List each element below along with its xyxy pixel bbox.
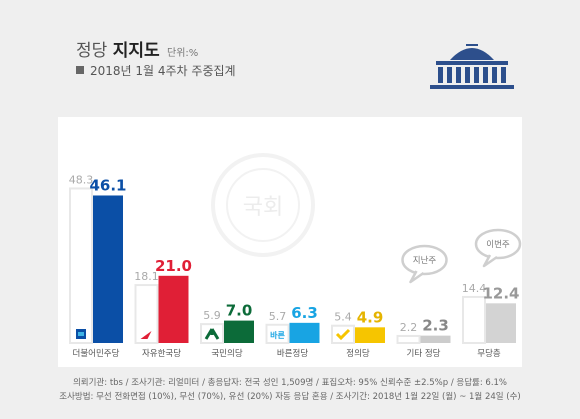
current-value-label: 21.0 bbox=[155, 257, 192, 275]
previous-value-label: 18.1 bbox=[134, 270, 159, 283]
previous-week-bar bbox=[134, 284, 159, 344]
national-assembly-seal-watermark-icon: 국회 bbox=[211, 153, 315, 257]
previous-value-label: 5.9 bbox=[203, 309, 221, 322]
unit-label: 단위:% bbox=[167, 48, 199, 59]
bullet-square-icon bbox=[76, 66, 84, 74]
watermark-text: 국회 bbox=[243, 195, 283, 220]
annotation-bubble bbox=[401, 244, 448, 276]
national-assembly-logo-icon bbox=[430, 44, 514, 89]
annotation-bubble-tail bbox=[482, 254, 498, 268]
current-week-bar bbox=[486, 303, 516, 343]
title-part1: 정당 bbox=[76, 41, 108, 61]
current-value-label: 46.1 bbox=[89, 176, 126, 194]
current-value-label: 2.3 bbox=[422, 317, 449, 335]
category-label: 기타 정당 bbox=[407, 348, 441, 359]
previous-value-label: 48.3 bbox=[69, 173, 94, 186]
previous-week-bar bbox=[69, 187, 93, 344]
annotation-label: 이번주 bbox=[486, 239, 510, 250]
peoples-party-icon bbox=[204, 328, 220, 340]
category-label: 무당층 bbox=[477, 348, 501, 359]
footnote-line1: 의뢰기관: tbs / 조사기관: 리얼미터 / 총응답자: 전국 성인 1,5… bbox=[72, 378, 508, 388]
annotation-bubble-tail bbox=[409, 270, 425, 284]
annotation-label: 지난주 bbox=[413, 256, 437, 266]
current-week-bar bbox=[224, 320, 254, 343]
current-value-label: 4.9 bbox=[357, 308, 384, 326]
previous-value-label: 14.4 bbox=[462, 282, 487, 295]
current-week-bar bbox=[355, 327, 385, 343]
liberty-korea-party-icon bbox=[140, 331, 152, 339]
previous-value-label: 5.4 bbox=[334, 311, 352, 324]
previous-value-label: 5.7 bbox=[269, 310, 287, 323]
annotation-bubble bbox=[474, 228, 522, 260]
chart-title: 정당 지지도 단위:% bbox=[76, 36, 198, 61]
chart-subtitle: 2018년 1월 4주차 주중집계 bbox=[76, 62, 236, 79]
category-label: 더불어민주당 bbox=[73, 348, 120, 359]
previous-week-bar bbox=[265, 323, 290, 345]
current-week-bar bbox=[420, 335, 451, 343]
bareun-party-icon: 바른 bbox=[270, 330, 285, 340]
current-value-label: 7.0 bbox=[226, 302, 253, 320]
footnote-line2: 조사방법: 무선 전화면접 (10%), 무선 (70%), 유선 (20%) … bbox=[59, 392, 521, 402]
previous-week-bar bbox=[396, 334, 421, 344]
category-label: 국민의당 bbox=[211, 348, 242, 359]
category-label: 바른정당 bbox=[277, 348, 308, 359]
justice-party-icon bbox=[335, 328, 351, 341]
current-week-bar bbox=[158, 275, 189, 343]
category-label: 정의당 bbox=[346, 348, 370, 359]
democratic-party-icon-inner bbox=[78, 332, 84, 336]
current-week-bar bbox=[93, 195, 123, 343]
current-value-label: 6.3 bbox=[291, 304, 318, 322]
previous-week-bar bbox=[462, 295, 486, 345]
category-label: 자유한국당 bbox=[142, 348, 181, 359]
current-week-bar bbox=[289, 322, 320, 343]
title-part2: 지지도 bbox=[112, 41, 160, 61]
current-value-label: 12.4 bbox=[482, 284, 519, 302]
previous-value-label: 2.2 bbox=[400, 321, 418, 334]
subtitle-text: 2018년 1월 4주차 주중집계 bbox=[90, 64, 236, 78]
